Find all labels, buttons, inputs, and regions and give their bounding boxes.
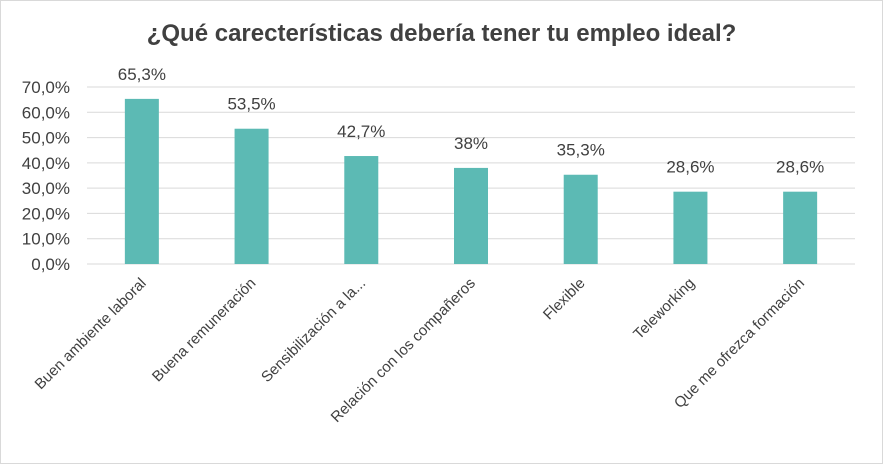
y-tick-label: 50,0% (22, 129, 70, 148)
y-tick-label: 0,0% (31, 255, 70, 274)
chart-title: ¿Qué carecterísticas debería tener tu em… (146, 20, 737, 47)
data-label: 38% (454, 134, 488, 153)
data-label: 28,6% (666, 158, 714, 177)
y-tick-label: 70,0% (22, 78, 70, 97)
y-tick-label: 60,0% (22, 103, 70, 122)
bar (454, 167, 488, 264)
y-tick-label: 10,0% (22, 230, 70, 249)
category-label: Flexible (540, 275, 589, 324)
category-label: Teleworking (630, 275, 698, 343)
bar (124, 98, 159, 265)
bar (563, 174, 598, 264)
data-label: 35,3% (557, 141, 605, 160)
category-label: Buen ambiente laboral (32, 275, 150, 393)
category-label: Buena remuneración (149, 275, 259, 385)
bar (673, 191, 708, 264)
data-label: 42,7% (337, 122, 385, 141)
bar (234, 128, 269, 264)
bar (344, 156, 379, 264)
y-tick-label: 20,0% (22, 204, 70, 223)
data-label: 28,6% (776, 158, 824, 177)
bar (783, 191, 818, 264)
data-label: 53,5% (227, 95, 275, 114)
category-label: Que me ofrezca formación (671, 275, 808, 412)
category-label: Sensibilización a la... (258, 275, 369, 386)
y-tick-label: 30,0% (22, 179, 70, 198)
data-label: 65,3% (118, 65, 166, 84)
y-tick-label: 40,0% (22, 154, 70, 173)
